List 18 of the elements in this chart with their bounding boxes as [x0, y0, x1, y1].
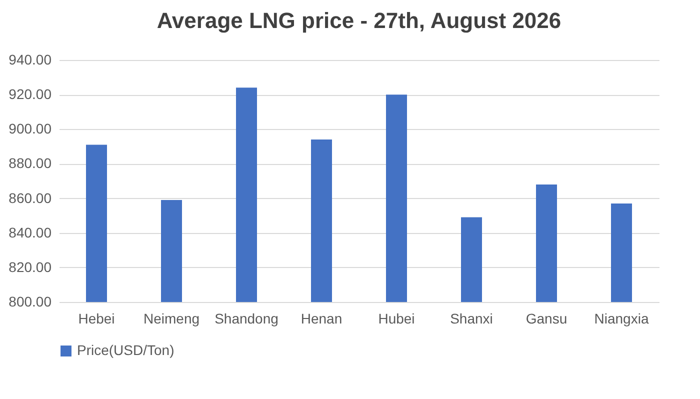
chart-title: Average LNG price - 27th, August 2026 [156, 8, 562, 33]
x-tick-label: Hubei [378, 310, 415, 326]
x-tick-label: Neimeng [143, 310, 200, 326]
x-tick-label: Shandong [214, 310, 278, 326]
y-tick-label: 820.00 [8, 258, 52, 275]
x-tick-label: Niangxia [594, 310, 649, 326]
y-tick-label: 920.00 [8, 86, 52, 102]
x-tick-label: Henan [300, 310, 342, 326]
y-tick-label: 860.00 [8, 190, 52, 206]
x-tick-label: Gansu [526, 310, 568, 326]
y-tick-label: 800.00 [8, 294, 52, 310]
y-tick-label: 880.00 [8, 155, 52, 172]
y-tick-label: 840.00 [8, 224, 52, 240]
x-tick-label: Shanxi [450, 310, 493, 326]
y-tick-label: 940.00 [8, 52, 52, 68]
x-tick-label: Hebei [78, 310, 115, 326]
y-tick-label: 900.00 [8, 120, 52, 137]
legend-label: Price(USD/Ton) [77, 342, 174, 358]
